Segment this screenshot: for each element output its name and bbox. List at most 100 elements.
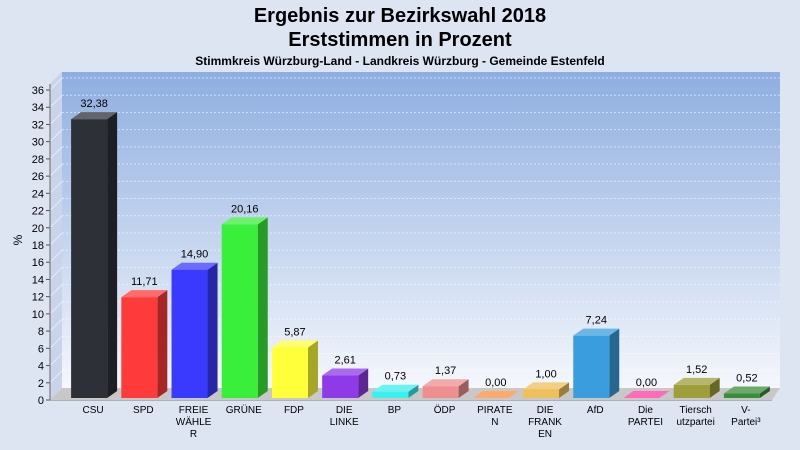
bar: [673, 384, 710, 398]
bar-side: [157, 290, 168, 398]
bar-top: [723, 386, 770, 394]
bar-top: [623, 391, 670, 398]
x-tick-label: FREIE WÄHLE R: [176, 405, 212, 440]
y-tick-label: 28: [32, 154, 44, 166]
grid-line-side: [49, 129, 63, 143]
bar-value-label: 11,71: [131, 276, 158, 288]
bar-top: [121, 290, 168, 298]
plot-back-wall: [62, 72, 780, 388]
bar-top: [573, 328, 620, 336]
bar-side: [559, 382, 570, 398]
y-tick-label: 8: [38, 326, 44, 338]
y-tick-label: 36: [32, 85, 44, 97]
grid-line-side: [49, 301, 63, 315]
y-tick-label: 34: [32, 102, 44, 114]
x-tick-label: AfD: [587, 405, 604, 416]
bar-value-label: 1,52: [686, 364, 707, 376]
x-tick-label: BP: [388, 405, 402, 416]
bar: [723, 393, 760, 398]
y-tick-label: 14: [32, 274, 44, 286]
bar: [271, 347, 308, 398]
bar: [372, 391, 409, 398]
x-tick-label: V-Partei³: [731, 405, 761, 428]
bar-side: [609, 328, 620, 398]
bar-value-label: 32,38: [80, 98, 108, 110]
x-tick-label: CSU: [83, 405, 104, 416]
bar-top: [71, 112, 118, 120]
bar: [71, 119, 108, 398]
bar-side: [307, 340, 318, 398]
bar-side: [257, 217, 268, 398]
y-tick-label: 16: [32, 257, 44, 269]
y-tick-label: 26: [32, 171, 44, 183]
bar-side: [458, 379, 469, 398]
y-tick-label: 22: [32, 206, 44, 218]
y-tick-label: 12: [32, 292, 44, 304]
y-tick-label: 20: [32, 223, 44, 235]
y-axis-label: %: [11, 234, 25, 245]
chart-region-subtitle: Stimmkreis Würzburg-Land - Landkreis Wür…: [195, 54, 605, 68]
bar-side: [759, 386, 770, 398]
y-tick-label: 18: [32, 240, 44, 252]
plot-side-wall: [50, 72, 62, 400]
y-tick-label: 30: [32, 137, 44, 149]
bar-value-label: 14,90: [181, 249, 209, 261]
bar-top: [271, 340, 318, 348]
grid-line-side: [49, 112, 63, 125]
x-tick-label: DIE FRANK EN: [528, 405, 562, 440]
bar: [171, 269, 208, 398]
bar-top: [171, 262, 218, 270]
bar: [121, 297, 158, 398]
y-tick-label: 2: [38, 378, 44, 390]
bar-top: [422, 379, 469, 387]
y-tick-label: 10: [32, 309, 44, 321]
x-tick-label: GRÜNE: [226, 404, 262, 416]
grid-line-side: [49, 180, 63, 194]
x-tick-label: FDP: [284, 405, 304, 416]
y-tick-label: 0: [38, 395, 44, 407]
grid-line-side: [49, 335, 63, 349]
grid-line-side: [49, 215, 63, 229]
bar-value-label: 0,52: [736, 373, 757, 385]
x-tick-label: Tiersch utzpartei: [676, 405, 714, 428]
x-tick-label: Die PARTEI: [628, 405, 663, 428]
x-tick-label: ÖDP: [434, 404, 456, 416]
bar: [573, 335, 610, 398]
bar-top: [472, 391, 519, 398]
grid-line-side: [49, 198, 63, 211]
grid-line-side: [49, 146, 63, 160]
grid-line-side: [49, 77, 63, 91]
bar-side: [207, 262, 218, 398]
bar-top: [673, 377, 720, 385]
bar-value-label: 1,37: [435, 365, 456, 377]
bar-value-label: 20,16: [231, 203, 259, 215]
grid-line-side: [49, 370, 63, 384]
x-tick-label: DIE LINKE: [330, 405, 359, 428]
bar-value-label: 5,87: [284, 326, 305, 338]
bar: [523, 389, 560, 398]
grid-line-side: [49, 284, 63, 298]
y-tick-label: 6: [38, 343, 44, 355]
y-tick-label: 32: [32, 119, 44, 131]
grid-line-side: [49, 232, 63, 246]
bar-top: [221, 217, 268, 225]
chart-subtitle: Erststimmen in Prozent: [288, 29, 512, 51]
grid-line-side: [49, 318, 63, 332]
bar: [322, 375, 359, 398]
bar: [422, 386, 459, 398]
bar-side: [107, 112, 118, 398]
bar-value-label: 2,61: [334, 355, 355, 367]
y-tick-label: 4: [38, 361, 44, 373]
bar: [221, 224, 258, 398]
x-tick-label: PIRATE N: [477, 405, 513, 428]
bar-side: [709, 377, 720, 398]
bar-value-label: 0,73: [385, 371, 406, 383]
chart-title: Ergebnis zur Bezirkswahl 2018: [253, 5, 547, 27]
grid-line-side: [49, 353, 63, 366]
plot-floor-edge: [50, 400, 772, 401]
bar-value-label: 0,00: [636, 377, 657, 389]
bar-top: [523, 382, 570, 390]
x-tick-label: SPD: [133, 405, 154, 416]
bar-top: [372, 384, 419, 392]
